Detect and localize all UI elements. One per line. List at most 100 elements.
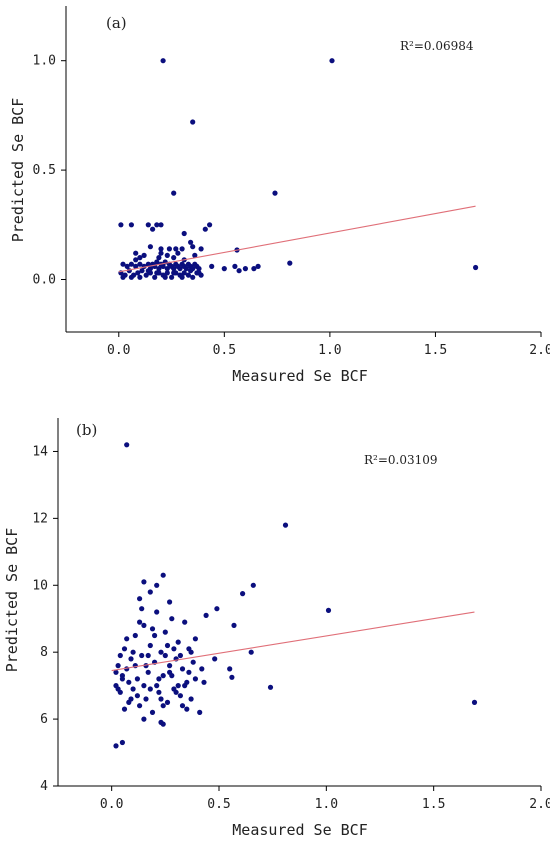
data-point [198,246,204,252]
data-point [154,222,160,228]
data-point [154,270,160,276]
data-point [143,696,149,702]
y-tick-label: 4 [40,779,48,794]
data-point [124,263,130,269]
data-point [236,268,242,274]
x-tick-label: 2.0 [529,797,550,812]
data-point [287,260,293,266]
panel-a-x-ticks: 0.0 0.5 1.0 1.5 2.0 [107,332,550,358]
data-point [473,264,479,271]
data-point [240,591,246,597]
data-point [158,246,164,252]
data-point [255,263,261,269]
data-point [149,709,156,716]
x-tick-label: 1.0 [318,343,341,358]
data-point [156,255,162,261]
data-point [329,58,335,64]
x-tick-label: 0.0 [107,343,130,358]
data-point [250,582,256,588]
data-point [162,274,168,280]
data-point [128,274,134,280]
data-point [181,270,187,276]
x-tick-label: 1.0 [315,797,338,812]
data-point [272,190,278,196]
data-point [207,222,213,228]
data-point [184,706,190,712]
data-point [282,522,289,528]
data-point [137,596,143,602]
data-point [160,703,166,709]
data-point [141,252,147,258]
data-point [214,606,220,612]
data-point [134,676,140,682]
x-tick-label: 0.5 [213,343,236,358]
y-tick-label: 0.0 [33,272,56,287]
data-point [121,706,128,712]
data-point [177,652,183,659]
data-point [141,716,147,722]
data-point [147,642,153,649]
data-point [177,266,183,272]
data-point [132,632,138,639]
data-point [164,270,170,276]
data-point [118,222,124,228]
data-point [143,272,149,278]
panel-b-r-squared: R²=0.03109 [364,453,438,467]
data-point [133,257,139,263]
data-point [115,686,121,692]
panel-b-y-ticks: 4 6 8 10 12 14 [32,444,58,794]
data-point [232,263,238,269]
data-point [158,222,164,228]
data-point [209,263,215,269]
data-point [173,246,179,252]
x-tick-label: 1.5 [422,797,445,812]
data-point [115,663,121,669]
y-tick-label: 12 [32,511,48,526]
data-point [156,266,162,272]
data-point [145,669,151,675]
data-point [128,261,134,267]
y-tick-label: 8 [40,645,48,660]
data-point [221,266,227,272]
data-point [158,250,164,256]
data-point [156,676,162,682]
panel-a-y-title: Predicted Se BCF [9,98,27,243]
data-point [267,684,274,690]
data-point [137,619,143,625]
data-point [141,683,147,689]
data-point [190,119,196,125]
data-point [164,266,170,272]
panel-a-label: (a) [106,14,127,32]
data-point [212,656,218,662]
data-point [167,599,173,605]
data-point [164,252,170,258]
panel-b-x-title: Measured Se BCF [232,821,367,839]
data-point [145,222,151,228]
data-point [227,666,233,672]
data-point [135,270,141,276]
data-point [192,252,198,258]
data-point [124,442,130,448]
data-point [179,666,186,672]
data-point [171,646,177,652]
data-point [154,609,160,615]
data-point [137,274,143,280]
data-point [160,721,166,727]
data-point [160,58,166,64]
trend-line [118,205,476,273]
data-point [162,652,168,659]
data-point [160,572,166,578]
data-point [154,259,160,265]
data-point [169,274,175,280]
data-point [145,268,151,274]
data-point [171,266,177,272]
data-point [175,250,181,256]
data-point [188,268,194,274]
y-tick-label: 0.5 [33,163,56,178]
data-point [325,607,332,614]
data-point [147,244,153,250]
panel-a-points [118,58,479,280]
data-point [181,230,187,237]
panel-a-x-title: Measured Se BCF [232,367,367,385]
